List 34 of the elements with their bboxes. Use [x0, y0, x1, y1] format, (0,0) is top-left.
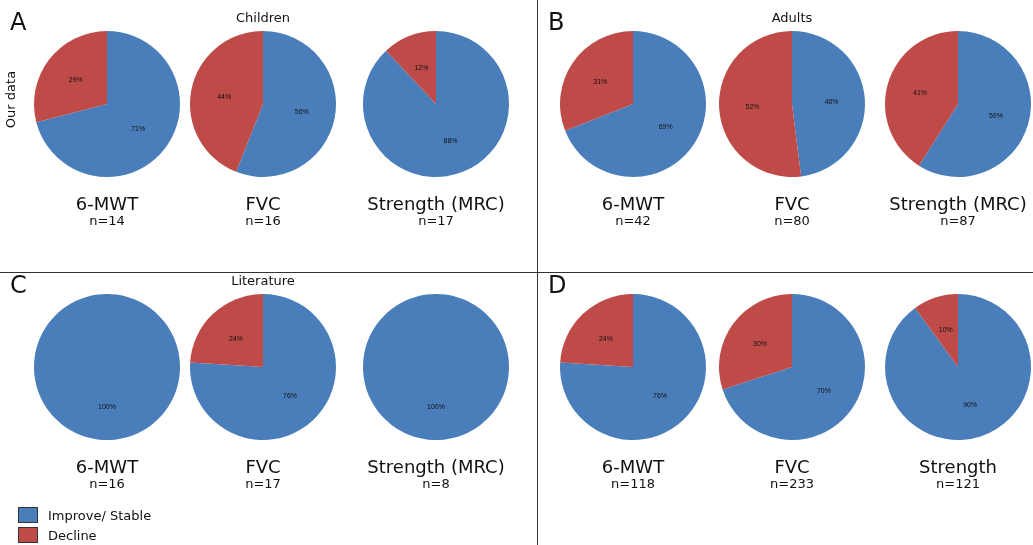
text: Literature	[230, 273, 296, 288]
text: Strength	[919, 455, 997, 477]
text: FVC	[245, 192, 281, 214]
text: n=8	[422, 476, 450, 491]
text: Our data	[2, 69, 18, 131]
text: n=16	[245, 213, 281, 228]
text: 6-MWT	[601, 192, 666, 214]
text: n=80	[774, 213, 810, 228]
text: FVC	[245, 455, 281, 477]
text: 6-MWT	[75, 192, 140, 214]
text: Strength (MRC)	[889, 192, 1027, 214]
text: FVC	[774, 455, 810, 477]
text: D	[548, 271, 567, 299]
text: n=16	[89, 476, 125, 491]
text: B	[548, 8, 565, 36]
text: C	[10, 271, 27, 299]
text: n=17	[245, 476, 281, 491]
legend-label: Improve/ Stable	[48, 507, 152, 523]
text: n=118	[611, 476, 655, 491]
text: 6-MWT	[601, 455, 666, 477]
text: n=87	[940, 213, 976, 228]
text: FVC	[774, 192, 810, 214]
text: Strength (MRC)	[367, 455, 505, 477]
text: n=17	[418, 213, 454, 228]
text: Strength (MRC)	[367, 192, 505, 214]
text: n=233	[770, 476, 814, 491]
legend-label: Decline	[48, 527, 97, 543]
text: n=14	[89, 213, 125, 228]
text: n=42	[615, 213, 651, 228]
text: 6-MWT	[75, 455, 140, 477]
text: Children	[234, 10, 292, 25]
text: Adults	[770, 10, 814, 25]
text: A	[10, 8, 27, 36]
text: n=121	[936, 476, 980, 491]
